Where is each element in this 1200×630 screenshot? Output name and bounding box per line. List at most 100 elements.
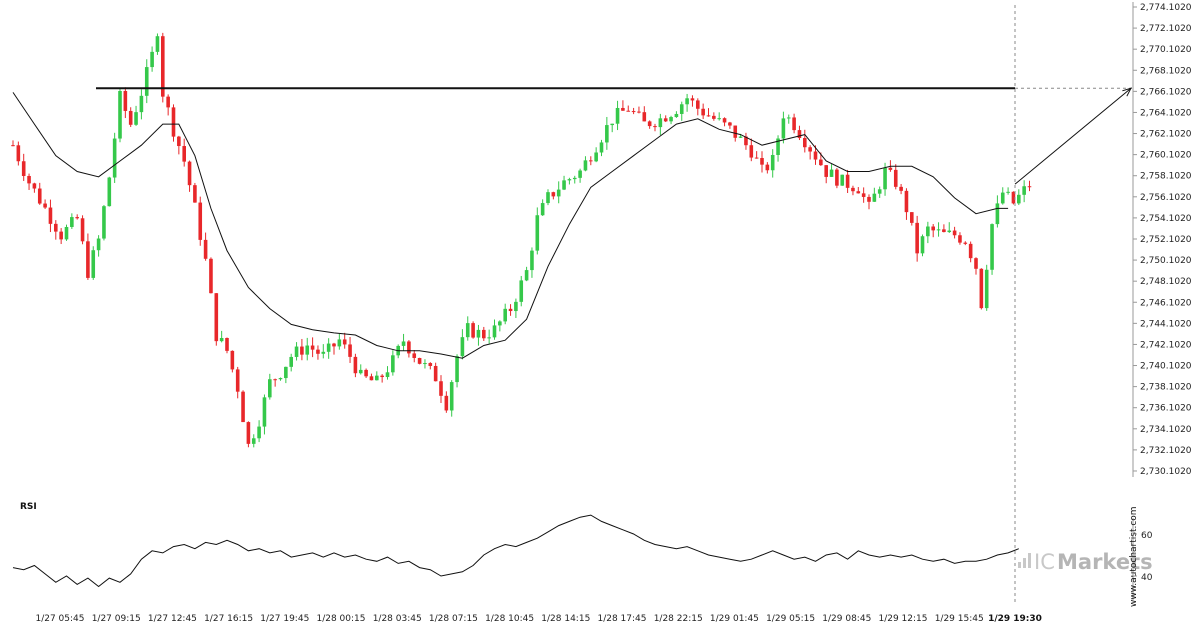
candle-body <box>401 341 406 346</box>
candle-body <box>342 339 347 345</box>
x-axis-label: 1/29 01:45 <box>710 614 759 624</box>
candles-layer <box>11 32 1032 448</box>
forecast-arrow <box>1014 87 1132 185</box>
candle-body <box>278 378 283 380</box>
forecast-arrowhead <box>1122 87 1132 97</box>
candle-body <box>449 382 454 411</box>
candle-body <box>551 192 556 197</box>
candle-body <box>883 167 887 190</box>
candle-body <box>583 160 588 171</box>
candle-body <box>658 118 663 128</box>
candle-body <box>567 179 572 181</box>
candle-body <box>433 365 438 382</box>
candle-body <box>498 321 502 326</box>
candle-body <box>952 230 957 236</box>
y-tick-label: 2,738.1020 <box>1140 383 1192 393</box>
candle-body <box>754 157 759 159</box>
candle-body <box>696 100 700 109</box>
candle-body <box>428 363 433 366</box>
candle-body <box>824 165 828 177</box>
candle-body <box>209 258 213 294</box>
candle-body <box>637 111 641 113</box>
candle-body <box>492 325 497 338</box>
candle-body <box>931 226 935 231</box>
candle-body <box>465 323 470 338</box>
candle-body <box>615 107 620 124</box>
candle-body <box>594 152 598 162</box>
candle-body <box>835 169 839 186</box>
candle-body <box>139 95 144 113</box>
candle-body <box>840 174 845 186</box>
candle-body <box>540 203 545 216</box>
candle-body <box>653 126 657 128</box>
candle-body <box>1022 186 1026 195</box>
candle-body <box>803 138 807 148</box>
x-axis-label: 1/27 16:15 <box>204 614 253 624</box>
candle-body <box>257 426 261 439</box>
candle-body <box>107 177 112 207</box>
y-tick-label: 2,748.1020 <box>1140 277 1192 287</box>
y-tick-label: 2,766.1020 <box>1140 87 1192 97</box>
candle-body <box>321 351 326 354</box>
candle-body <box>471 323 475 338</box>
candle-body <box>503 308 507 322</box>
y-tick-label: 2,762.1020 <box>1140 130 1192 140</box>
y-tick-label: 2,760.1020 <box>1140 151 1192 161</box>
candle-body <box>268 379 272 398</box>
candle-body <box>706 115 711 117</box>
candle-body <box>391 355 395 373</box>
candle-body <box>241 391 245 423</box>
candle-body <box>712 115 716 119</box>
candle-body <box>273 379 277 381</box>
x-axis-label: 1/29 15:45 <box>935 614 984 624</box>
candle-body <box>974 258 978 269</box>
y-tick-label: 2,758.1020 <box>1140 172 1192 182</box>
y-tick-label: 2,770.1020 <box>1140 45 1192 55</box>
candle-body <box>353 356 358 374</box>
moving-average-line <box>12 92 1009 359</box>
candle-body <box>171 107 176 137</box>
candle-body <box>1017 194 1021 204</box>
candle-body <box>482 329 486 339</box>
x-axis-label: 1/29 19:30 <box>988 614 1042 624</box>
candle-body <box>626 110 631 112</box>
candle-body <box>749 145 754 158</box>
candle-body <box>610 123 614 126</box>
candle-body <box>294 346 299 357</box>
candle-body <box>786 117 791 119</box>
candle-body <box>631 111 636 113</box>
candle-body <box>910 212 914 223</box>
candle-body <box>808 147 812 152</box>
candle-body <box>423 363 427 365</box>
candle-body <box>776 138 780 155</box>
candle-body <box>920 236 925 254</box>
candle-body <box>819 159 823 166</box>
candle-body <box>829 169 834 177</box>
candle-body <box>182 146 186 162</box>
candle-body <box>947 230 952 233</box>
candle-body <box>59 231 63 240</box>
x-axis-label: 1/28 22:15 <box>654 614 703 624</box>
candle-body <box>219 337 224 342</box>
candle-body <box>369 376 374 381</box>
candle-body <box>112 138 117 178</box>
x-axis-label: 1/27 12:45 <box>148 614 197 624</box>
icmarkets-logo: IC Markets <box>1018 550 1153 574</box>
candle-body <box>899 186 903 191</box>
candle-body <box>380 375 384 378</box>
candle-body <box>535 215 540 251</box>
candle-body <box>460 337 465 357</box>
x-axis-label: 1/27 05:45 <box>35 614 84 624</box>
x-axis-label: 1/29 08:45 <box>822 614 871 624</box>
candle-body <box>524 270 529 281</box>
rsi-tick-60: 60 <box>1141 531 1153 541</box>
logo-text-light: IC <box>1034 550 1055 574</box>
candle-body <box>203 239 208 259</box>
candle-body <box>43 203 47 208</box>
y-tick-label: 2,768.1020 <box>1140 66 1192 76</box>
y-tick-label: 2,742.1020 <box>1140 340 1192 350</box>
logo-bar-2 <box>1023 558 1026 568</box>
candle-body <box>251 438 256 444</box>
